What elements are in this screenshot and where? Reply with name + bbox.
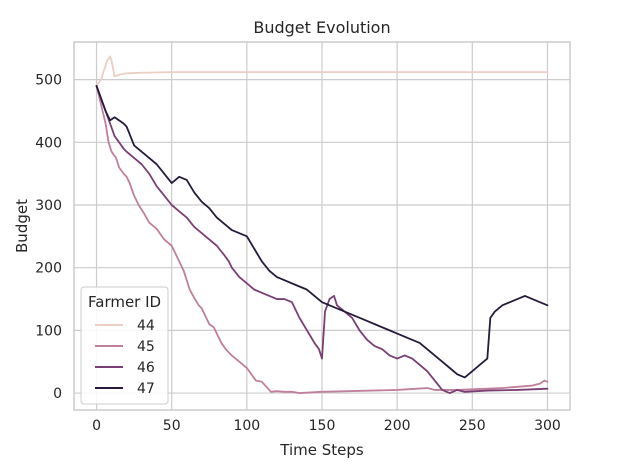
x-tick-label: 0: [92, 418, 101, 434]
series-lines-layer: [95, 55, 549, 394]
y-tick-label: 200: [35, 261, 62, 277]
y-tick-label: 0: [53, 386, 62, 402]
y-tick-label: 400: [35, 135, 62, 151]
legend-title: Farmer ID: [88, 293, 161, 311]
legend-box: [80, 286, 169, 405]
legend-label-44: 44: [137, 318, 155, 334]
series-line-46: [95, 84, 549, 394]
series-line-47: [95, 84, 549, 379]
x-tick-label: 300: [534, 418, 561, 434]
x-axis-label: Time Steps: [279, 441, 364, 459]
x-tick-label: 250: [459, 418, 486, 434]
series-line-44: [95, 55, 549, 87]
legend-label-46: 46: [137, 360, 155, 376]
x-tick-label: 50: [163, 418, 181, 434]
x-tick-label: 200: [384, 418, 411, 434]
y-tick-label: 100: [35, 323, 62, 339]
x-tick-label: 100: [233, 418, 260, 434]
y-tick-label: 300: [35, 198, 62, 214]
y-axis-label: Budget: [13, 199, 31, 253]
series-line-45: [95, 84, 549, 394]
y-tick-label: 500: [35, 73, 62, 89]
legend: Farmer ID 44 45 46 47: [80, 286, 169, 405]
plot-frame: [73, 41, 571, 411]
legend-label-45: 45: [137, 339, 155, 355]
x-tick-label: 150: [309, 418, 336, 434]
legend-label-47: 47: [137, 381, 155, 397]
chart-title: Budget Evolution: [253, 18, 390, 37]
